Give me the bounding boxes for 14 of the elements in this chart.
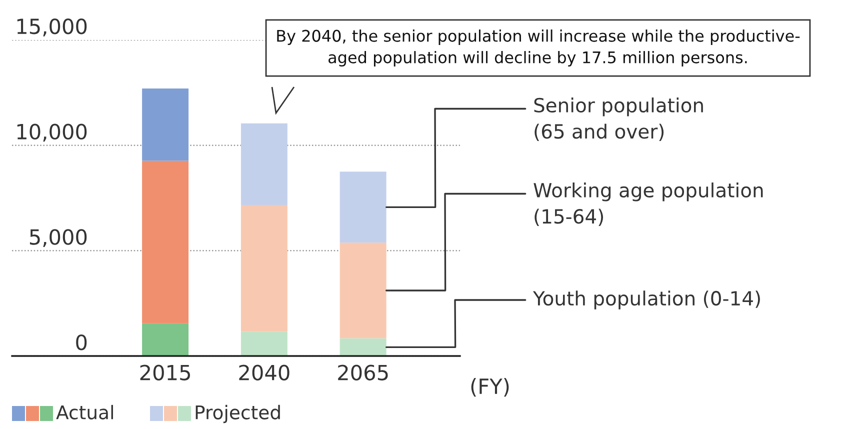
text: Actual [56, 404, 113, 420]
x-tick-label: 2015 [140, 364, 190, 380]
y-tick-label: 10,000 [17, 124, 87, 142]
y-tick-label: 15,000 [17, 18, 87, 36]
text: Working age population (15-64) [534, 182, 763, 226]
x-tick-label: 2065 [338, 364, 388, 380]
y-tick-label: 0 [76, 334, 87, 350]
text: Youth population (0-14) [532, 290, 760, 310]
y-tick-label: 5,000 [30, 229, 87, 248]
x-axis-title: (FY) [471, 378, 509, 397]
text: Projected [196, 404, 280, 424]
annotation: By 2040, the senior population will increase while the productive- aged population will decline by 17.5 million persons. [277, 30, 800, 66]
x-tick-label: 2040 [239, 364, 290, 380]
text: Senior population (65 and over) [534, 97, 703, 142]
